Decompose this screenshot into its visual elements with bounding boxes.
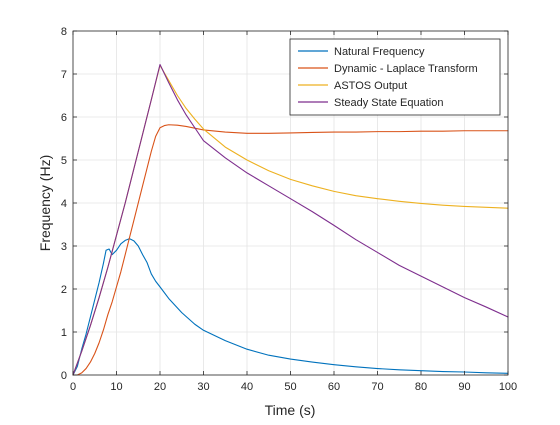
x-tick-label: 90 — [458, 381, 470, 393]
x-tick-label: 20 — [154, 381, 166, 393]
series-layer — [72, 63, 509, 376]
x-tick-label: 0 — [70, 381, 76, 393]
x-tick-label: 50 — [284, 381, 296, 393]
series-line-2 — [72, 124, 509, 376]
y-tick-label: 2 — [61, 284, 67, 296]
x-tick-label: 70 — [371, 381, 383, 393]
x-tick-label: 60 — [328, 381, 340, 393]
y-tick-label: 4 — [61, 198, 67, 210]
legend-entry-1: Natural Frequency — [334, 46, 425, 58]
x-tick-label: 40 — [241, 381, 253, 393]
x-tick-label: 100 — [499, 381, 517, 393]
y-tick-label: 7 — [61, 69, 67, 81]
x-tick-label: 30 — [197, 381, 209, 393]
x-tick-label: 80 — [415, 381, 427, 393]
y-tick-label: 3 — [61, 241, 67, 253]
y-tick-label: 5 — [61, 155, 67, 167]
legend-entry-2: Dynamic - Laplace Transform — [334, 63, 478, 75]
y-axis-label: Frequency (Hz) — [37, 155, 53, 251]
legend-entry-4: Steady State Equation — [334, 97, 443, 109]
series-line-4 — [72, 63, 509, 376]
y-tick-label: 6 — [61, 112, 67, 124]
x-axis-label: Time (s) — [265, 402, 316, 418]
x-tick-label: 10 — [110, 381, 122, 393]
ticks: 0 10 20 30 40 50 60 70 80 90 100 0 1 2 3 4 5 6 7 8 — [61, 26, 517, 393]
legend-entry-3: ASTOS Output — [334, 80, 407, 92]
legend: Natural Frequency Dynamic - Laplace Trans… — [289, 38, 501, 116]
y-tick-label: 1 — [61, 327, 67, 339]
y-tick-label: 0 — [61, 370, 67, 382]
series-line-1 — [72, 238, 509, 376]
y-tick-label: 8 — [61, 26, 67, 38]
